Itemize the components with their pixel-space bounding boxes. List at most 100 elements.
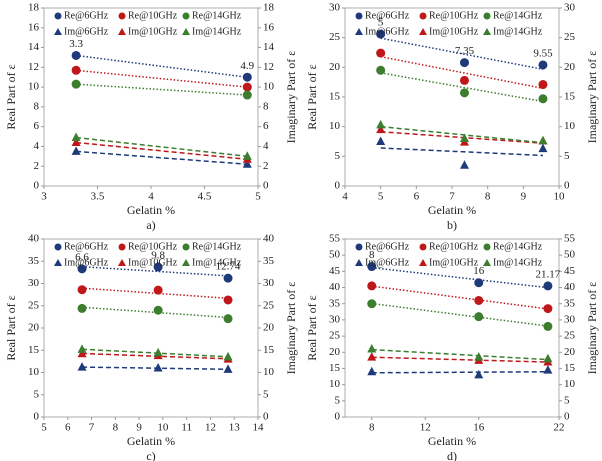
point bbox=[153, 305, 163, 315]
point bbox=[223, 351, 233, 361]
trendline bbox=[380, 131, 544, 144]
y2-tick-label: 25 bbox=[564, 330, 576, 342]
y-tick-label: 15 bbox=[329, 362, 341, 374]
legend-label: Re@10GHz bbox=[429, 10, 479, 21]
x-tick-label: 12 bbox=[205, 422, 216, 434]
legend-label: Re@6GHz bbox=[365, 241, 410, 252]
panel-label: a) bbox=[146, 218, 155, 232]
y-tick-label: 10 bbox=[28, 366, 40, 378]
y-tick-label: 55 bbox=[329, 233, 341, 245]
x-tick-label: 10 bbox=[554, 191, 566, 203]
x-tick-label: 3.5 bbox=[91, 191, 105, 203]
annotation: 9.8 bbox=[151, 250, 165, 262]
legend-marker bbox=[483, 12, 491, 20]
annotation: 9.55 bbox=[533, 47, 553, 59]
x-tick-label: 13 bbox=[229, 422, 241, 434]
point bbox=[459, 75, 469, 85]
legend-marker bbox=[483, 259, 491, 266]
x-tick-label: 3 bbox=[41, 191, 47, 203]
y-tick-label: 40 bbox=[329, 281, 341, 293]
point bbox=[538, 135, 548, 145]
x-axis-label: Gelatin % bbox=[127, 434, 175, 448]
point bbox=[71, 137, 81, 146]
x-tick-label: 4 bbox=[148, 191, 154, 203]
y2-tick-label: 30 bbox=[263, 277, 275, 289]
panel-label: d) bbox=[447, 449, 457, 461]
y-tick-label: 15 bbox=[329, 91, 341, 103]
y2-tick-label: 35 bbox=[263, 255, 275, 267]
legend-label: Re@6GHz bbox=[64, 241, 109, 252]
y2-tick-label: 12 bbox=[263, 61, 274, 73]
y2-tick-label: 30 bbox=[564, 313, 576, 325]
legend-marker bbox=[54, 259, 62, 266]
trendline bbox=[76, 141, 248, 161]
point bbox=[153, 363, 163, 372]
legend-label: Im@6GHz bbox=[365, 26, 410, 37]
y2-axis-label: Imaginary Part of ε bbox=[585, 282, 599, 375]
point bbox=[71, 146, 81, 155]
trendline bbox=[380, 37, 544, 71]
point bbox=[223, 295, 233, 305]
y-tick-label: 0 bbox=[34, 411, 40, 423]
point bbox=[538, 143, 548, 153]
legend-marker bbox=[54, 243, 62, 251]
point bbox=[242, 90, 252, 100]
y2-tick-label: 10 bbox=[263, 81, 275, 93]
y-tick-label: 20 bbox=[329, 61, 341, 73]
legend-marker bbox=[355, 243, 363, 251]
legend-label: Im@6GHz bbox=[64, 257, 109, 268]
point bbox=[223, 314, 233, 324]
annotation: 3.3 bbox=[69, 38, 83, 50]
legend-marker bbox=[419, 259, 427, 266]
y2-tick-label: 50 bbox=[564, 249, 576, 261]
legend-marker bbox=[54, 12, 62, 20]
legend-marker bbox=[419, 28, 427, 35]
x-tick-label: 5 bbox=[255, 191, 261, 203]
legend-label: Im@10GHz bbox=[429, 26, 479, 37]
trendline bbox=[76, 136, 248, 158]
legend-marker bbox=[118, 259, 126, 266]
y-tick-label: 10 bbox=[28, 81, 40, 93]
point bbox=[77, 362, 87, 371]
y2-tick-label: 10 bbox=[564, 378, 576, 390]
y2-tick-label: 25 bbox=[564, 31, 576, 43]
y2-tick-label: 40 bbox=[564, 281, 576, 293]
point bbox=[77, 264, 87, 274]
trendline bbox=[380, 72, 544, 103]
point bbox=[242, 159, 252, 168]
point bbox=[538, 80, 548, 90]
x-tick-label: 5 bbox=[41, 422, 47, 434]
legend-marker bbox=[182, 243, 190, 251]
y-tick-label: 15 bbox=[28, 344, 40, 356]
point bbox=[376, 119, 386, 129]
trendline bbox=[380, 147, 543, 157]
legend-label: Im@14GHz bbox=[192, 257, 242, 268]
legend-label: Im@14GHz bbox=[192, 26, 242, 37]
point bbox=[543, 365, 553, 374]
y2-tick-label: 0 bbox=[263, 180, 269, 192]
y2-tick-label: 4 bbox=[263, 140, 269, 152]
y-tick-label: 8 bbox=[34, 100, 40, 112]
legend-label: Im@14GHz bbox=[493, 26, 543, 37]
trendline bbox=[371, 356, 548, 363]
y-tick-label: 4 bbox=[34, 140, 40, 152]
point bbox=[474, 352, 484, 361]
y2-tick-label: 5 bbox=[564, 150, 570, 162]
point bbox=[538, 94, 548, 104]
legend-label: Re@6GHz bbox=[365, 10, 410, 21]
legend-marker bbox=[419, 243, 427, 251]
y2-tick-label: 0 bbox=[564, 411, 570, 423]
y-tick-label: 12 bbox=[28, 61, 39, 73]
annotation: 21.17 bbox=[536, 268, 561, 280]
y2-tick-label: 5 bbox=[564, 394, 570, 406]
point bbox=[474, 278, 484, 288]
legend-label: Re@10GHz bbox=[128, 241, 178, 252]
point bbox=[376, 124, 386, 134]
legend-label: Im@10GHz bbox=[128, 257, 178, 268]
x-tick-label: 16 bbox=[473, 422, 485, 434]
y2-tick-label: 45 bbox=[564, 265, 576, 277]
trendline bbox=[76, 69, 248, 88]
panel: 0 5 10 15 20 25 30 35 40 45 50 55 0 5 10 15 20 25 30 35 40 45… bbox=[305, 233, 599, 461]
legend-marker bbox=[419, 12, 427, 20]
x-tick-label: 8 bbox=[113, 422, 119, 434]
